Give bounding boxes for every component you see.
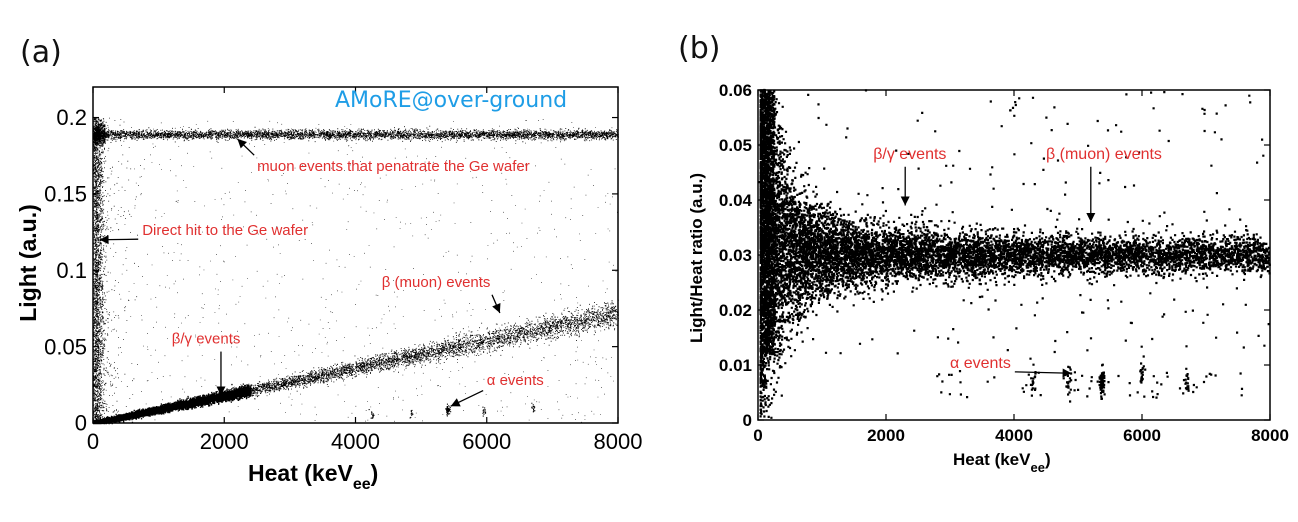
panel-b-annotation-arrow bbox=[1014, 371, 1072, 374]
panel-a-annotation-label: Direct hit to the Ge wafer bbox=[142, 222, 308, 239]
panel-a-y-axis-label: Light (a.u.) bbox=[15, 204, 41, 322]
panel-a-points bbox=[93, 117, 619, 425]
panel-a-ticks: 0 2000 4000 6000 8000 0 0.05 0.1 0.15 0.2 bbox=[44, 87, 642, 454]
panel-b-x-tick-label: 0 bbox=[753, 426, 762, 445]
panel-b-y-tick-label: 0.05 bbox=[719, 136, 752, 155]
panel-a-annotation-arrowhead bbox=[216, 386, 226, 396]
panel-b-y-tick-label: 0.02 bbox=[719, 301, 752, 320]
panel-b-y-tick-label: 0.04 bbox=[719, 191, 753, 210]
panel-b-y-axis-label: Light/Heat ratio (a.u.) bbox=[687, 173, 706, 343]
panel-a-annotation-arrowhead bbox=[237, 138, 247, 149]
panel-a-annotation-label: muon events that penatrate the Ge wafer bbox=[257, 158, 530, 175]
panel-a-x-tick-label: 0 bbox=[87, 429, 99, 454]
panel-b-y-tick-label: 0.03 bbox=[719, 246, 752, 265]
panel-b-y-tick-label: 0.01 bbox=[719, 356, 752, 375]
panel-b-scatter-chart: (b) 0 2000 4000 6000 8000 0 0.01 0.02 0.03 0.04 0.… bbox=[678, 31, 1289, 475]
panel-a-x-tick-label: 8000 bbox=[594, 429, 643, 454]
panel-b-x-tick-label: 6000 bbox=[1123, 426, 1161, 445]
panel-a-annotation-arrowhead bbox=[99, 235, 109, 245]
panel-a-y-tick-label: 0.1 bbox=[56, 258, 87, 283]
panel-b-annotation-arrowhead bbox=[1062, 368, 1072, 378]
panel-b-points bbox=[757, 88, 1271, 419]
panel-a-label: (a) bbox=[20, 35, 62, 70]
panel-a-x-axis-label: Heat (keVee) bbox=[248, 460, 378, 493]
panel-a-x-tick-label: 6000 bbox=[462, 429, 511, 454]
panel-a-x-tick-label: 4000 bbox=[331, 429, 380, 454]
panel-b-label: (b) bbox=[678, 31, 720, 66]
panel-a-annotation-label: β (muon) events bbox=[382, 274, 491, 291]
panel-a-annotation-label: β/γ events bbox=[172, 331, 241, 348]
panel-b-x-axis-label: Heat (keVee) bbox=[953, 450, 1051, 475]
panel-a-y-tick-label: 0.2 bbox=[56, 105, 87, 130]
panel-a-annotation-arrowhead bbox=[450, 398, 461, 407]
panel-a-y-tick-label: 0 bbox=[75, 411, 87, 436]
panel-a-scatter-chart: (a) 0 2000 4000 6000 8000 0 0.05 0.1 0.15 0.2 AMo… bbox=[15, 35, 642, 493]
panel-b-annotation-arrowhead bbox=[900, 196, 910, 206]
panel-a-y-tick-label: 0.05 bbox=[44, 334, 87, 359]
panel-b-ticks: 0 2000 4000 6000 8000 0 0.01 0.02 0.03 0.04 0.05 0.… bbox=[719, 81, 1289, 445]
panel-a-watermark: AMoRE@over-ground bbox=[335, 88, 567, 113]
panel-b-y-tick-label: 0.06 bbox=[719, 81, 752, 100]
panel-a-y-tick-label: 0.15 bbox=[44, 182, 87, 207]
panel-b-y-tick-label: 0 bbox=[743, 411, 752, 430]
panel-a-data-points bbox=[93, 117, 619, 425]
panel-b-x-tick-label: 4000 bbox=[995, 426, 1033, 445]
panel-b-data-points bbox=[757, 88, 1271, 419]
panel-b-annotation-label: α events bbox=[950, 355, 1011, 372]
panel-b-annotation-label: β (muon) events bbox=[1046, 146, 1162, 163]
panel-a-annotation-label: α events bbox=[487, 372, 544, 389]
panel-a-annotation-arrowhead bbox=[492, 302, 501, 314]
panel-a-x-tick-label: 2000 bbox=[200, 429, 249, 454]
panel-b-x-tick-label: 8000 bbox=[1251, 426, 1289, 445]
panel-b-annotation-label: β/γ events bbox=[873, 146, 946, 163]
panel-b-annotations: β/γ events β (muon) events α events bbox=[873, 146, 1162, 378]
panel-b-annotation-arrowhead bbox=[1086, 213, 1096, 222]
panel-a-annotations: muon events that penatrate the Ge wafer D… bbox=[99, 138, 544, 407]
panel-b-x-tick-label: 2000 bbox=[867, 426, 905, 445]
